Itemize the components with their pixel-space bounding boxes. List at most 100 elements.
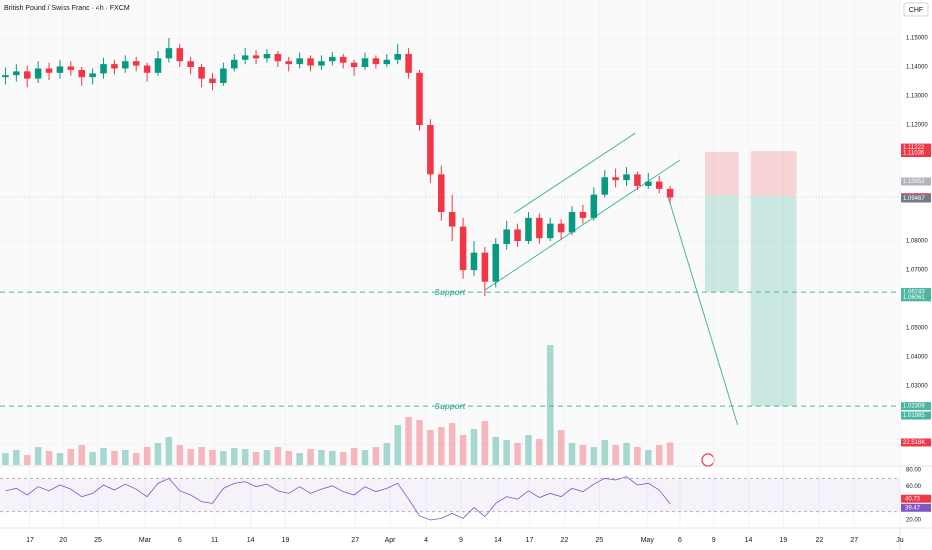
volume-bar	[56, 453, 64, 465]
currency-box	[903, 2, 929, 17]
price-label-box	[901, 194, 931, 203]
candle-body	[514, 229, 521, 242]
y-tick-label: 1.13000	[906, 94, 928, 100]
target-zone	[704, 194, 739, 293]
candle-body	[13, 71, 20, 76]
volume-bar	[252, 452, 260, 465]
price-label-box	[901, 148, 931, 157]
x-tick-label: 20	[59, 537, 67, 544]
volume-bar	[329, 451, 336, 465]
candle-body	[361, 58, 369, 68]
x-tick-label: 9	[712, 537, 716, 544]
volume-bar	[78, 445, 85, 465]
volume-bar	[241, 449, 249, 465]
candle-body	[383, 59, 391, 65]
x-tick-label: Apr	[385, 537, 397, 544]
x-tick-label: 25	[94, 537, 102, 544]
price-label: 1.11222	[903, 145, 925, 151]
y-tick-label: 1.05000	[906, 326, 928, 332]
rsi-label-box	[901, 503, 931, 512]
x-tick-label: 9	[459, 537, 463, 544]
volume-bar	[645, 450, 652, 465]
volume-bar	[590, 447, 598, 465]
volume-bar	[34, 447, 42, 465]
rsi-line	[5, 476, 671, 521]
candle-body	[165, 48, 173, 59]
stop-zone	[704, 152, 739, 195]
candle-body	[34, 68, 42, 79]
rsi-label: 40.73	[905, 496, 921, 502]
x-tick-label: 17	[526, 537, 534, 544]
volume-bar	[470, 429, 478, 465]
candle-body	[405, 53, 412, 73]
candle-body	[143, 65, 151, 73]
volume-bar	[67, 449, 75, 465]
price-label: 1.01985	[903, 413, 925, 419]
price-label-box	[901, 288, 931, 297]
volume-bar	[634, 447, 641, 465]
candle-body	[318, 61, 325, 66]
candle-body	[645, 181, 652, 186]
x-tick-label: 6	[178, 537, 182, 544]
x-tick-label: 22	[815, 537, 823, 544]
y-tick-label: 1.12000	[906, 123, 928, 129]
candle-body	[132, 61, 140, 66]
price-label: 1.10052	[903, 179, 925, 185]
support-label: Support	[435, 288, 466, 297]
candle-body	[579, 212, 587, 218]
volume-bar	[655, 445, 663, 465]
candle-body	[296, 58, 303, 65]
volume-bar	[372, 447, 380, 465]
volume-bar	[438, 427, 445, 465]
chart-title: British Pound / Swiss Franc · 4h · FXCM	[4, 5, 130, 12]
candle-body	[230, 59, 238, 69]
volume-bar	[100, 448, 107, 465]
volume-bar	[339, 452, 347, 465]
candle-body	[350, 62, 358, 68]
y-tick-label: 1.08000	[906, 239, 928, 245]
candle-body	[78, 69, 85, 78]
candle-body	[448, 212, 456, 227]
volume-bar	[536, 439, 543, 465]
candle-body	[111, 64, 118, 69]
volume-bar	[318, 450, 325, 465]
volume-bar	[492, 437, 500, 465]
x-tick-label: May	[641, 537, 655, 544]
x-tick-label: 22	[561, 537, 569, 544]
target-zone	[750, 196, 797, 407]
x-tick-label: 14	[745, 537, 753, 544]
candle-body	[601, 177, 608, 195]
price-label-box	[901, 177, 931, 186]
volume-bar	[307, 449, 314, 465]
volume-label: 22.518K	[903, 440, 925, 446]
x-tick-label: 19	[282, 537, 290, 544]
candle-body	[89, 73, 96, 78]
volume-bar	[525, 435, 532, 465]
candle-body	[503, 229, 510, 244]
candle-body	[122, 61, 129, 69]
volume-bar	[459, 435, 467, 465]
volume-bar	[601, 440, 608, 465]
price-label: 1.11036	[903, 151, 925, 157]
volume-bar	[514, 443, 521, 465]
candle-body	[459, 226, 467, 271]
volume-bar	[45, 451, 53, 465]
candle-body	[666, 188, 674, 198]
candle-body	[568, 212, 576, 233]
candle-body	[525, 217, 532, 242]
trend-line	[667, 195, 739, 426]
volume-bar	[220, 451, 227, 465]
volume-bar	[361, 450, 369, 465]
volume-bar	[448, 423, 456, 465]
candle-body	[252, 55, 260, 59]
volume-bar	[89, 452, 96, 465]
volume-bar	[274, 447, 282, 465]
candle-body	[634, 174, 641, 186]
candle-body	[481, 252, 489, 282]
x-tick-label: 27	[351, 537, 359, 544]
y-tick-label: 1.15000	[906, 36, 928, 42]
volume-bar	[13, 450, 20, 465]
volume-bar	[405, 417, 412, 465]
x-tick-label: 17	[26, 537, 34, 544]
candle-body	[263, 53, 271, 59]
